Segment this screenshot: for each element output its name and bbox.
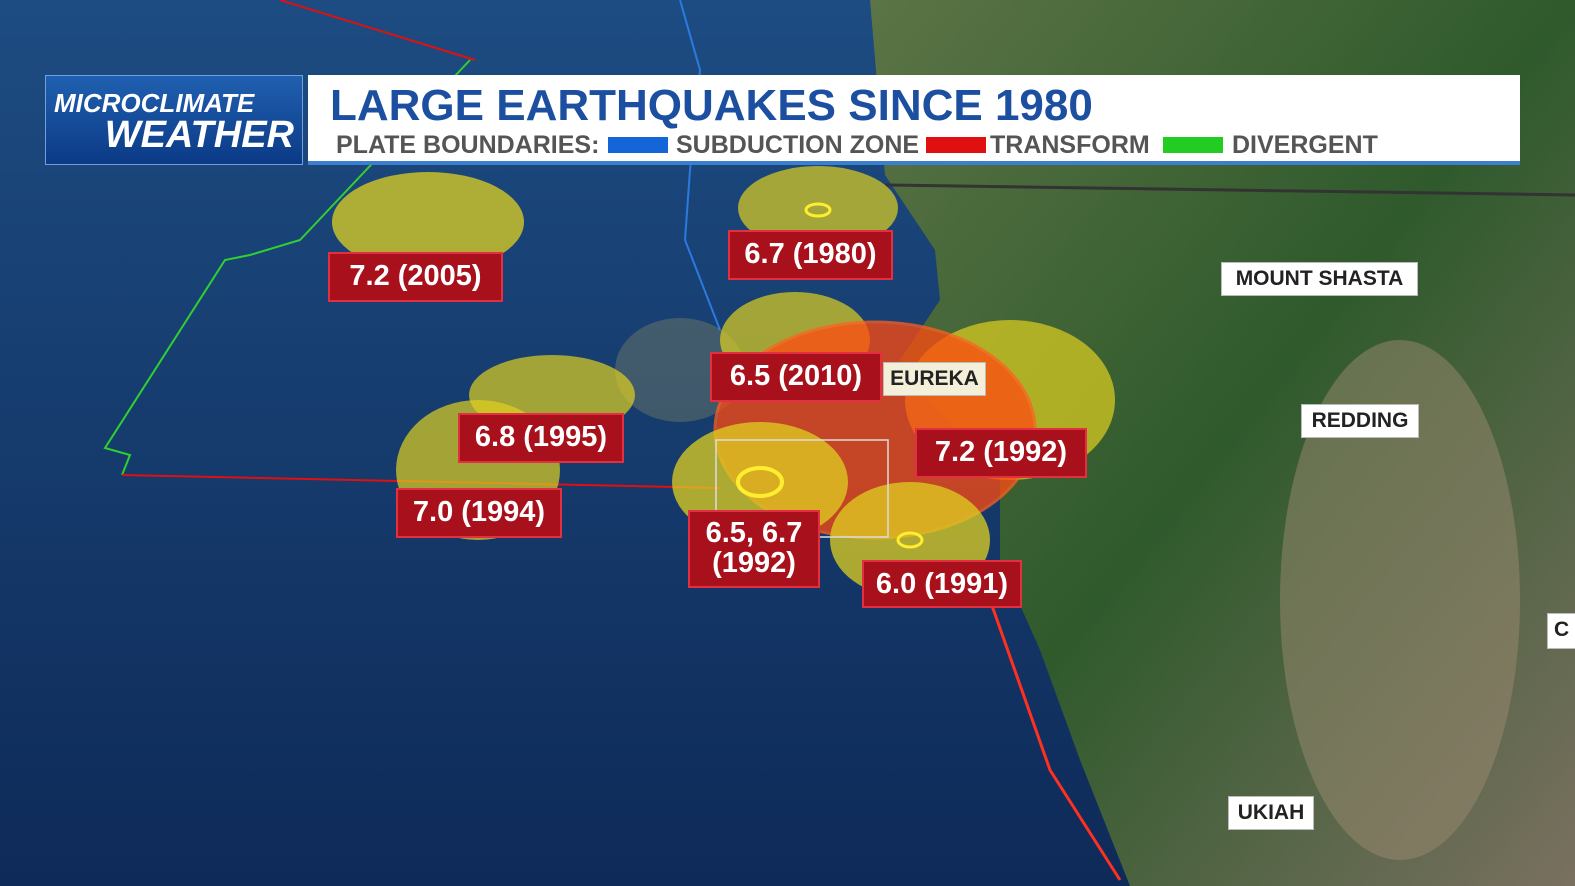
city-label: REDDING <box>1301 404 1419 438</box>
quake-label-line: 6.5, 6.7 <box>705 517 803 549</box>
brand-line: MICROCLIMATE <box>54 88 255 118</box>
quake-label: 6.0 (1991) <box>862 560 1022 608</box>
quake-label: 7.2 (2005) <box>328 252 503 302</box>
quake-label: 6.5 (2010) <box>710 352 882 402</box>
legend-swatch <box>926 137 986 153</box>
city-label: UKIAH <box>1228 796 1314 830</box>
logo: MICROCLIMATE WEATHER <box>45 75 303 165</box>
epicenter <box>804 202 832 218</box>
state-border <box>884 183 1575 197</box>
subduction-line <box>679 0 721 331</box>
epicenter <box>896 531 924 549</box>
divergent-line <box>103 59 471 476</box>
legend-title: PLATE BOUNDARIES: <box>336 131 600 159</box>
legend-label: TRANSFORM <box>990 131 1150 159</box>
header: LARGE EARTHQUAKES SINCE 1980 PLATE BOUND… <box>308 75 1520 165</box>
city-label: EUREKA <box>883 362 986 396</box>
transform-line <box>279 0 476 61</box>
quake-zone <box>738 166 898 250</box>
legend-label: DIVERGENT <box>1232 131 1378 159</box>
quake-label: 7.0 (1994) <box>396 488 562 538</box>
transform-line <box>988 599 1122 881</box>
epicenter <box>736 466 784 498</box>
quake-label: 6.5, 6.7 (1992) <box>688 510 820 588</box>
quake-label: 6.8 (1995) <box>458 413 624 463</box>
legend-swatch <box>608 137 668 153</box>
legend-label: SUBDUCTION ZONE <box>676 131 920 159</box>
quake-label: 6.7 (1980) <box>728 230 893 280</box>
brand-line: WEATHER <box>104 114 294 156</box>
legend-swatch <box>1163 137 1223 153</box>
title: LARGE EARTHQUAKES SINCE 1980 <box>330 81 1093 130</box>
city-label: C <box>1547 613 1575 649</box>
quake-label-line: (1992) <box>712 547 796 579</box>
quake-zone <box>332 172 524 272</box>
city-label: MOUNT SHASTA <box>1221 262 1418 296</box>
quake-label: 7.2 (1992) <box>915 428 1087 478</box>
valley <box>1280 340 1520 860</box>
